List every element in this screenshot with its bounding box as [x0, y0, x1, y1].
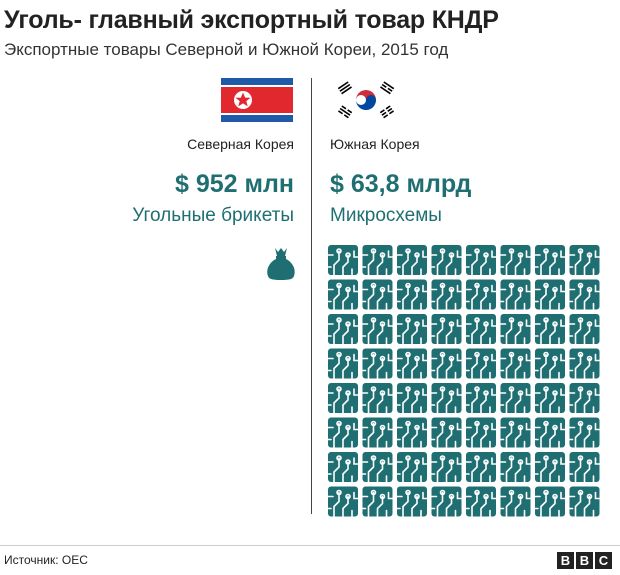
microchip-icon-grid [328, 245, 608, 517]
microchip-icon [465, 383, 497, 414]
microchip-icon [361, 383, 394, 414]
microchip-icon [361, 452, 394, 483]
microchip-icon [328, 279, 359, 311]
microchip-icon [465, 348, 497, 380]
footer-divider [0, 545, 620, 546]
microchip-icon [361, 486, 394, 517]
microchip-icon [396, 417, 428, 449]
value-label-south-korea: $ 63,8 млрд [330, 170, 472, 198]
microchip-icon [328, 383, 359, 414]
microchip-icon [534, 279, 566, 311]
north-korea-flag-icon [221, 78, 293, 122]
microchip-icon [430, 417, 463, 449]
microchip-icon [499, 245, 532, 276]
microchip-icon [568, 417, 601, 449]
value-label-north-korea: $ 952 млн [175, 170, 294, 198]
microchip-icon [568, 452, 601, 483]
microchip-icon [499, 279, 532, 311]
center-divider [311, 78, 312, 514]
microchip-icon [465, 279, 497, 311]
microchip-icon [430, 348, 463, 380]
microchip-icon [534, 245, 566, 276]
microchip-icon [328, 245, 359, 276]
microchip-icon [328, 452, 359, 483]
product-label-south-korea: Микросхемы [330, 205, 442, 226]
microchip-icon [396, 486, 428, 517]
microchip-icon [465, 452, 497, 483]
microchip-icon [534, 417, 566, 449]
microchip-icon [396, 245, 428, 276]
microchip-icon [568, 486, 601, 517]
microchip-icon [499, 348, 532, 380]
chart-subtitle: Экспортные товары Северной и Южной Кореи… [4, 40, 449, 59]
microchip-icon [361, 314, 394, 345]
chart-title: Уголь- главный экспортный товар КНДР [4, 6, 499, 34]
microchip-icon [361, 279, 394, 311]
microchip-icon [430, 383, 463, 414]
bbc-logo-letter: C [595, 552, 612, 569]
microchip-icon [534, 486, 566, 517]
microchip-icon [465, 314, 497, 345]
microchip-icon [396, 383, 428, 414]
microchip-icon [396, 348, 428, 380]
microchip-icon [568, 383, 601, 414]
microchip-icon [430, 245, 463, 276]
microchip-icon [568, 245, 601, 276]
microchip-icon [568, 348, 601, 380]
microchip-icon [534, 348, 566, 380]
coal-bag-icon [266, 245, 296, 281]
series-name-north-korea: Северная Корея [187, 136, 294, 152]
microchip-icon [568, 279, 601, 311]
microchip-icon [568, 314, 601, 345]
microchip-icon [430, 314, 463, 345]
series-name-south-korea: Южная Корея [330, 136, 420, 152]
product-label-north-korea: Угольные брикеты [132, 205, 294, 226]
microchip-icon [396, 279, 428, 311]
bbc-logo: B B C [557, 552, 612, 569]
microchip-icon [499, 486, 532, 517]
microchip-icon [465, 417, 497, 449]
microchip-icon [430, 486, 463, 517]
microchip-icon [499, 314, 532, 345]
microchip-icon [430, 279, 463, 311]
south-korea-flag-icon [330, 78, 402, 122]
microchip-icon [361, 417, 394, 449]
microchip-icon [328, 314, 359, 345]
microchip-icon [499, 383, 532, 414]
microchip-icon [361, 245, 394, 276]
microchip-icon [328, 486, 359, 517]
source-note: Источник: OEC [4, 553, 88, 567]
microchip-icon [534, 314, 566, 345]
microchip-icon [396, 452, 428, 483]
microchip-icon [430, 452, 463, 483]
microchip-icon [499, 452, 532, 483]
microchip-icon [465, 245, 497, 276]
microchip-icon [465, 486, 497, 517]
microchip-icon [361, 348, 394, 380]
microchip-icon [534, 452, 566, 483]
microchip-icon [499, 417, 532, 449]
microchip-icon [534, 383, 566, 414]
bbc-logo-letter: B [576, 552, 593, 569]
microchip-icon [396, 314, 428, 345]
microchip-icon [328, 417, 359, 449]
microchip-icon [328, 348, 359, 380]
bbc-logo-letter: B [557, 552, 574, 569]
